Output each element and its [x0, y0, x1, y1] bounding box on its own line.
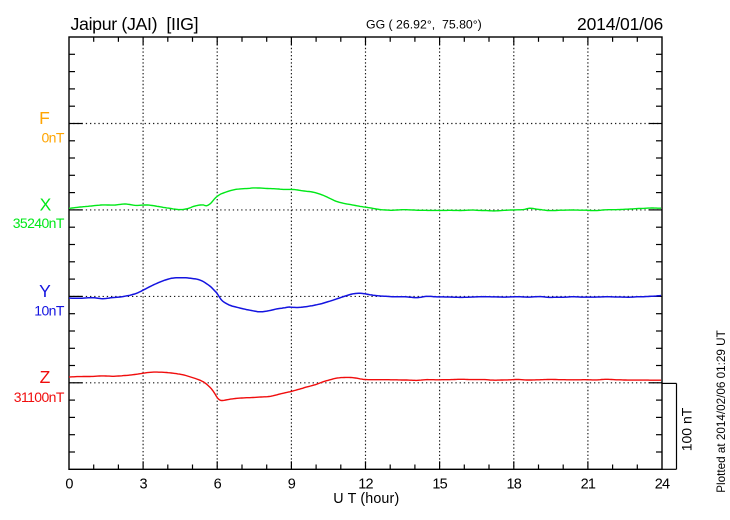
svg-text:21: 21	[581, 477, 596, 493]
svg-text:GG ( 26.92°, 75.80°): GG ( 26.92°, 75.80°)	[366, 18, 482, 32]
svg-text:Plotted at 2014/02/06 01:29 UT: Plotted at 2014/02/06 01:29 UT	[715, 330, 728, 492]
svg-text:35240nT: 35240nT	[13, 215, 65, 231]
svg-text:12: 12	[358, 477, 373, 493]
svg-text:F: F	[39, 108, 50, 128]
svg-text:31100nT: 31100nT	[14, 389, 65, 405]
svg-text:15: 15	[432, 477, 447, 493]
svg-text:Z: Z	[40, 367, 51, 387]
svg-text:U T (hour): U T (hour)	[333, 491, 399, 507]
svg-text:24: 24	[655, 477, 670, 493]
svg-text:2014/01/06: 2014/01/06	[577, 14, 663, 34]
svg-text:0nT: 0nT	[41, 130, 64, 146]
svg-text:0: 0	[65, 477, 73, 493]
svg-text:6: 6	[214, 477, 222, 493]
svg-text:18: 18	[507, 477, 522, 493]
svg-text:10nT: 10nT	[34, 302, 65, 318]
svg-text:3: 3	[139, 477, 147, 493]
svg-text:X: X	[40, 194, 52, 214]
svg-text:100 nT: 100 nT	[679, 407, 695, 451]
svg-text:9: 9	[288, 477, 296, 493]
svg-text:Y: Y	[39, 281, 51, 301]
svg-text:Jaipur (JAI) [IIG]: Jaipur (JAI) [IIG]	[71, 14, 199, 34]
